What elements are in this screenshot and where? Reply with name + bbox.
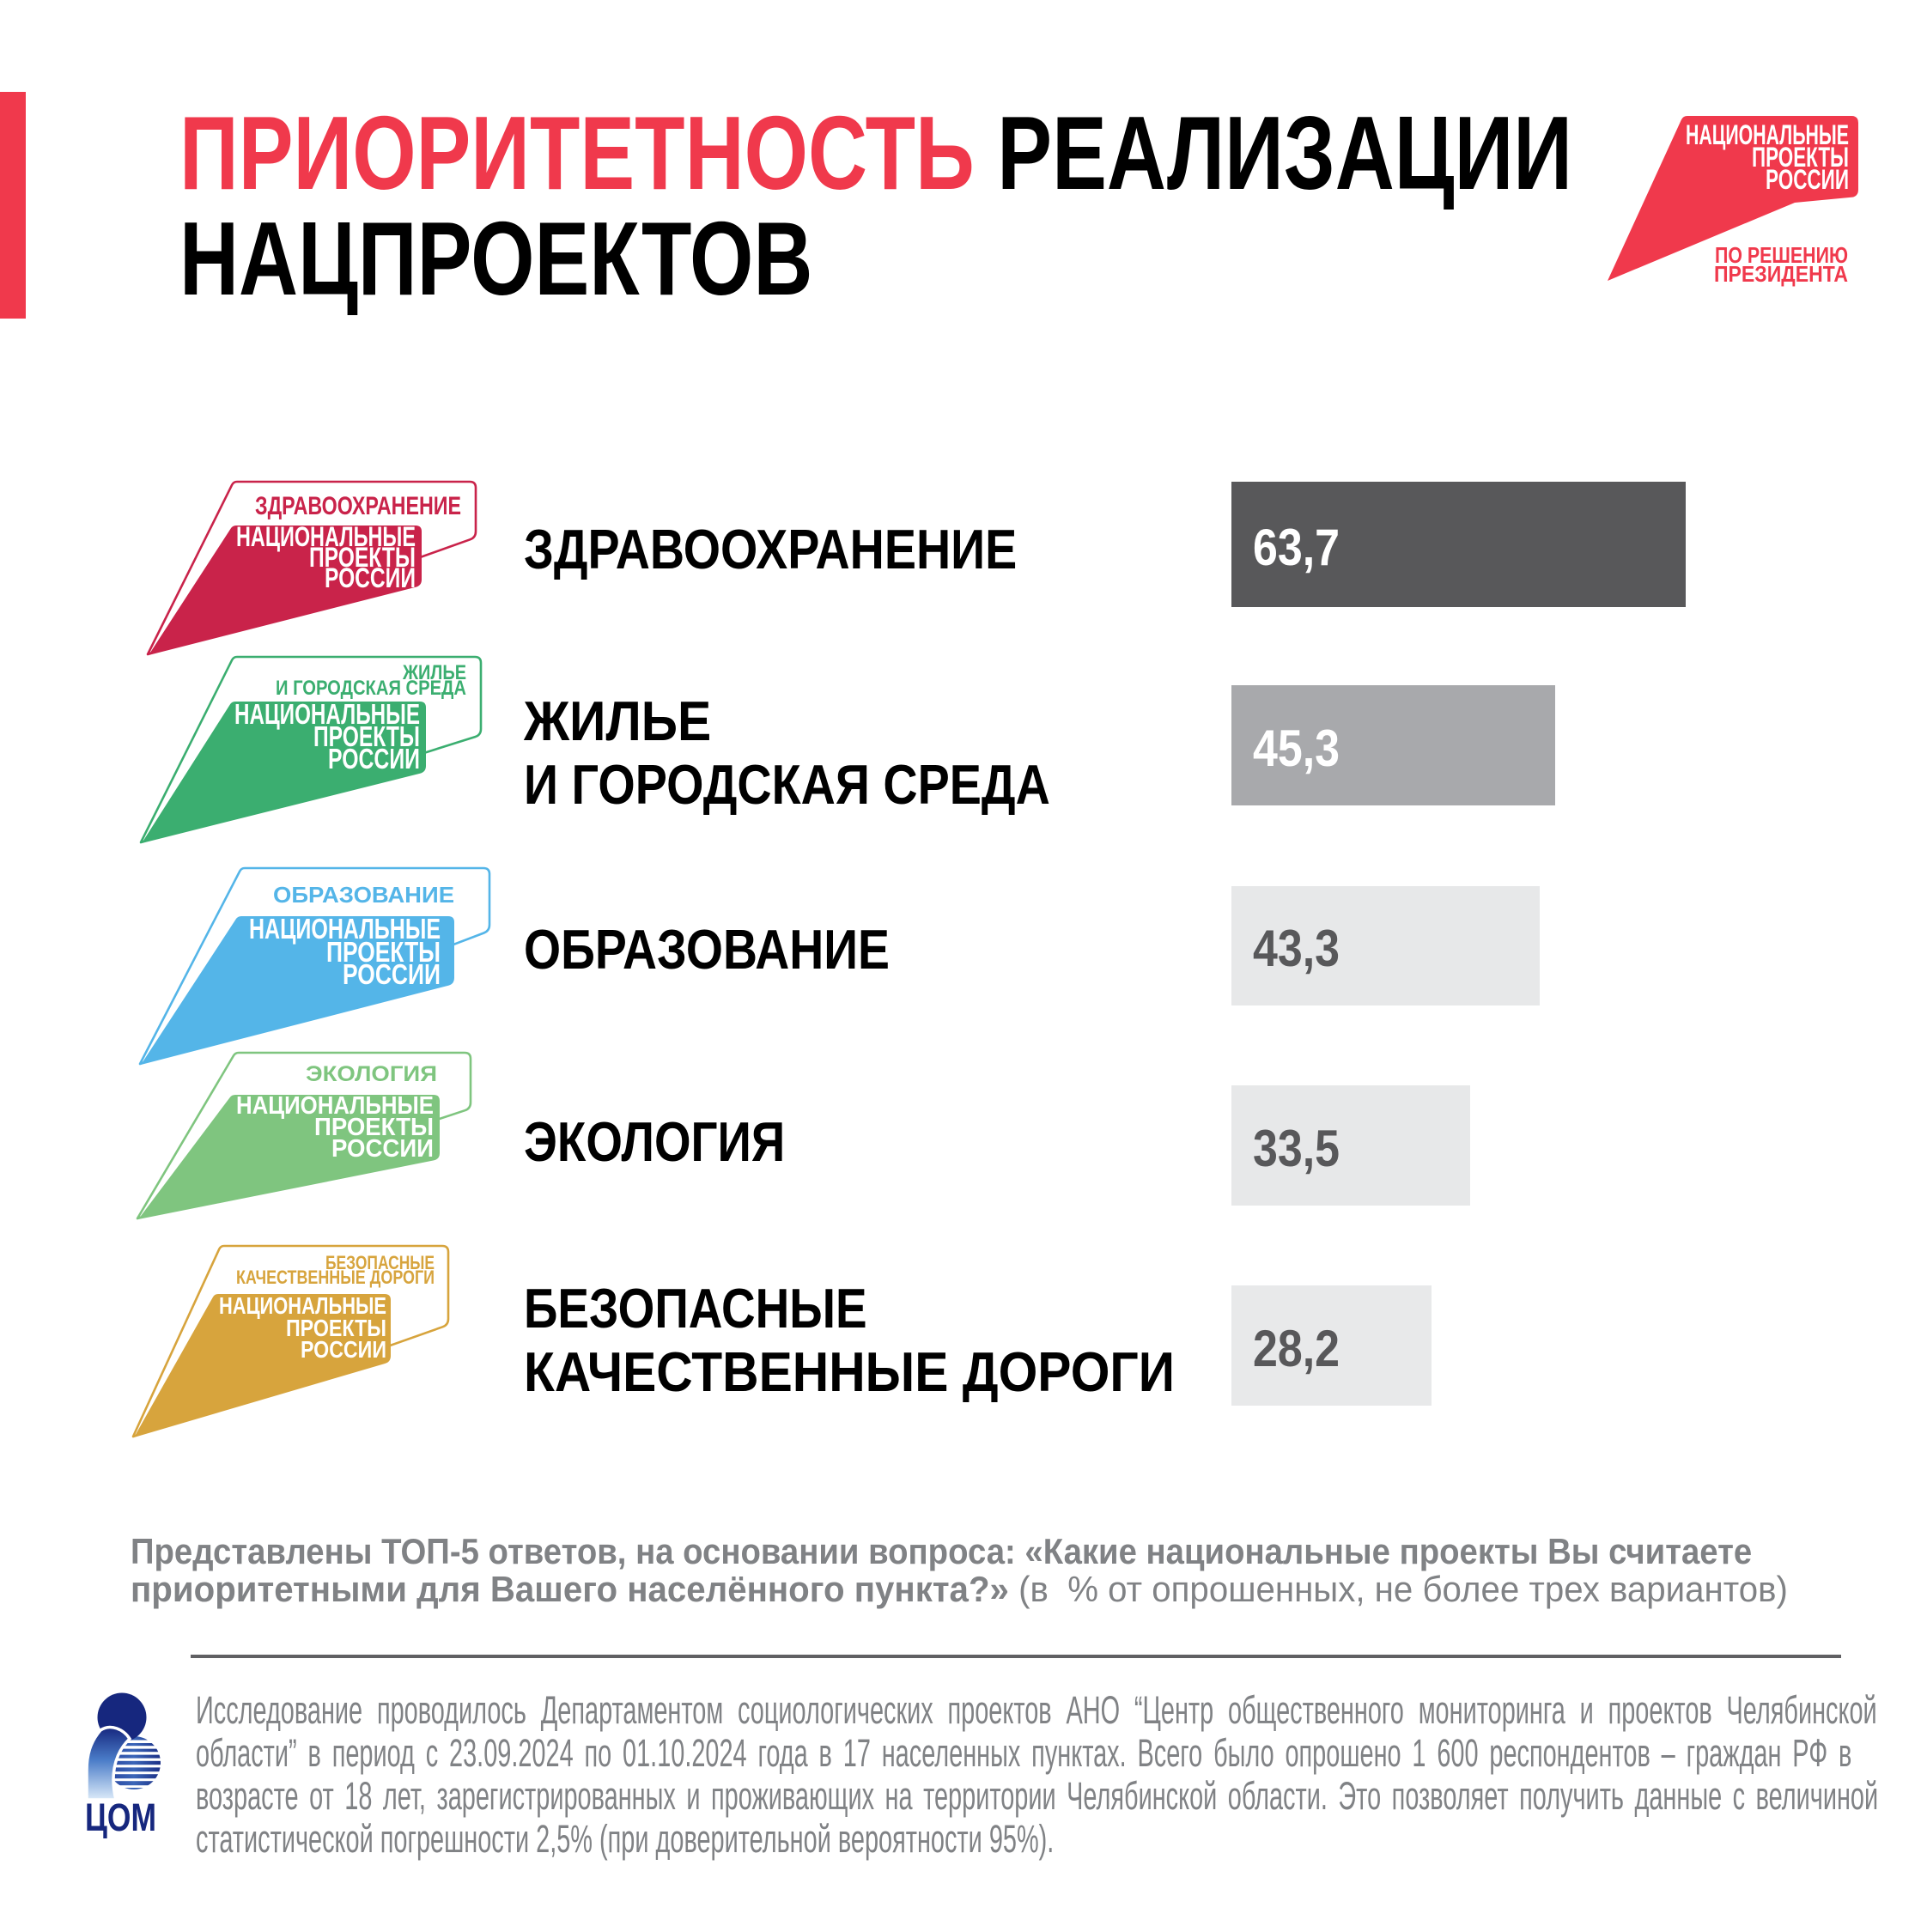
svg-text:ЭКОЛОГИЯ: ЭКОЛОГИЯ — [306, 1062, 437, 1086]
svg-text:РОССИИ: РОССИИ — [331, 1135, 434, 1163]
svg-text:ПО РЕШЕНИЮ: ПО РЕШЕНИЮ — [1715, 242, 1848, 268]
svg-text:ЖИЛЬЕ: ЖИЛЬЕ — [402, 661, 466, 684]
svg-text:РОССИИ: РОССИИ — [328, 743, 420, 775]
svg-text:БЕЗОПАСНЫЕ: БЕЗОПАСНЫЕ — [325, 1252, 435, 1273]
svg-text:НАЦИОНАЛЬНЫЕ: НАЦИОНАЛЬНЫЕ — [249, 913, 441, 945]
svg-text:КАЧЕСТВЕННЫЕ ДОРОГИ: КАЧЕСТВЕННЫЕ ДОРОГИ — [236, 1267, 435, 1288]
svg-text:НАЦИОНАЛЬНЫЕ: НАЦИОНАЛЬНЫЕ — [236, 1092, 434, 1120]
svg-text:ПРОЕКТЫ: ПРОЕКТЫ — [326, 936, 441, 968]
svg-text:ЗДРАВООХРАНЕНИЕ: ЗДРАВООХРАНЕНИЕ — [255, 492, 461, 520]
svg-text:ОБРАЗОВАНИЕ: ОБРАЗОВАНИЕ — [273, 882, 454, 908]
svg-text:НАЦИОНАЛЬНЫЕ: НАЦИОНАЛЬНЫЕ — [219, 1292, 386, 1319]
svg-text:ПРОЕКТЫ: ПРОЕКТЫ — [309, 542, 416, 573]
svg-text:НАЦИОНАЛЬНЫЕ: НАЦИОНАЛЬНЫЕ — [236, 521, 416, 552]
svg-text:ПРЕЗИДЕНТА: ПРЕЗИДЕНТА — [1714, 261, 1848, 287]
svg-text:ПРОЕКТЫ: ПРОЕКТЫ — [1752, 142, 1849, 173]
svg-text:РОССИИ: РОССИИ — [301, 1336, 386, 1363]
svg-text:ЦОМ: ЦОМ — [85, 1795, 156, 1839]
svg-text:РОССИИ: РОССИИ — [325, 562, 416, 593]
svg-text:НАЦИОНАЛЬНЫЕ: НАЦИОНАЛЬНЫЕ — [234, 698, 420, 730]
svg-text:РОССИИ: РОССИИ — [343, 958, 441, 990]
svg-text:ПРОЕКТЫ: ПРОЕКТЫ — [286, 1315, 386, 1341]
svg-text:РОССИИ: РОССИИ — [1766, 164, 1849, 195]
svg-text:ПРОЕКТЫ: ПРОЕКТЫ — [313, 720, 420, 752]
svg-text:НАЦИОНАЛЬНЫЕ: НАЦИОНАЛЬНЫЕ — [1686, 119, 1849, 150]
svg-text:ПРОЕКТЫ: ПРОЕКТЫ — [314, 1114, 434, 1141]
svg-text:И ГОРОДСКАЯ СРЕДА: И ГОРОДСКАЯ СРЕДА — [276, 677, 466, 700]
